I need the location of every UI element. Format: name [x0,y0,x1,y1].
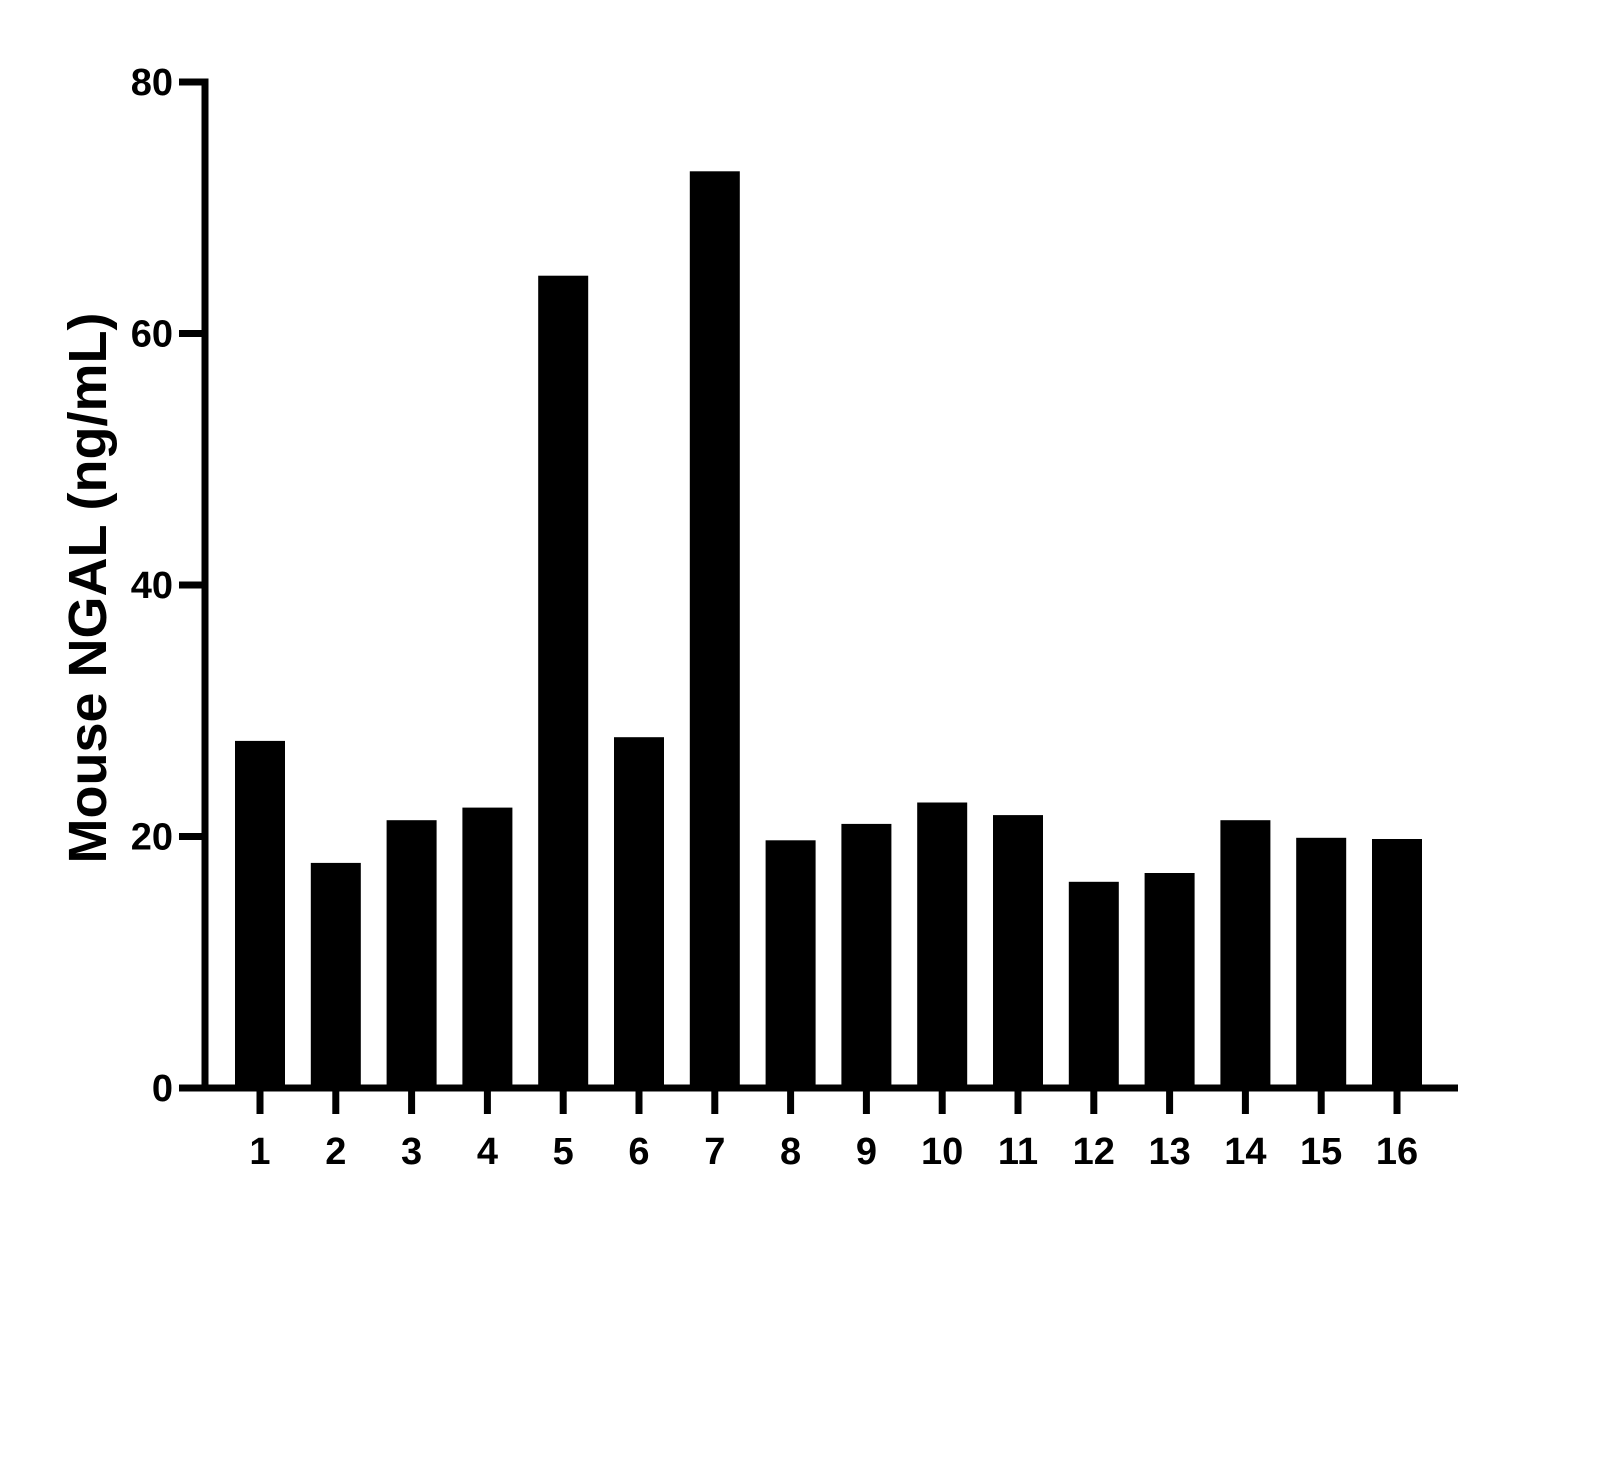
bar-2 [310,862,361,1088]
bar-1 [235,740,285,1088]
bars-group [235,171,1422,1089]
bar-12 [1068,881,1119,1088]
bar-7 [689,171,740,1089]
x-tick-label: 7 [704,1131,725,1173]
x-tick-label: 10 [921,1131,963,1173]
y-ticks-group: 0 20 40 60 80 [131,62,205,1110]
bar-14 [1220,820,1271,1088]
x-tick-label: 4 [477,1131,498,1173]
y-tick-label: 80 [131,62,173,104]
y-tick-label: 0 [152,1068,173,1110]
bar-4 [462,807,513,1088]
bar-15 [1296,837,1347,1088]
bar-11 [993,815,1043,1088]
x-tick-label: 14 [1224,1131,1266,1173]
bar-10 [917,802,968,1088]
y-tick-label: 60 [131,314,173,356]
bar-9 [841,823,892,1088]
bar-13 [1144,873,1195,1088]
x-tick-label: 5 [553,1131,574,1173]
x-ticks-group: 1 2 3 4 5 6 7 8 9 10 11 12 13 14 15 16 [249,1088,1418,1173]
bar-8 [765,840,816,1088]
bar-3 [386,820,437,1088]
bar-6 [614,737,664,1088]
x-tick-label: 13 [1148,1131,1190,1173]
x-tick-label: 6 [628,1131,649,1173]
x-tick-label: 16 [1376,1131,1418,1173]
x-tick-label: 3 [401,1131,422,1173]
bar-16 [1372,839,1422,1088]
bar-5 [538,275,589,1088]
x-tick-label: 2 [325,1131,346,1173]
y-axis-title: Mouse NGAL (ng/mL) [58,313,118,864]
x-tick-label: 8 [780,1131,801,1173]
x-tick-label: 15 [1300,1131,1342,1173]
x-tick-label: 11 [998,1131,1038,1173]
y-tick-label: 40 [131,565,173,607]
x-tick-label: 1 [249,1131,270,1173]
x-tick-label: 12 [1073,1131,1115,1173]
x-tick-label: 9 [856,1131,877,1173]
y-tick-label: 20 [131,817,173,859]
